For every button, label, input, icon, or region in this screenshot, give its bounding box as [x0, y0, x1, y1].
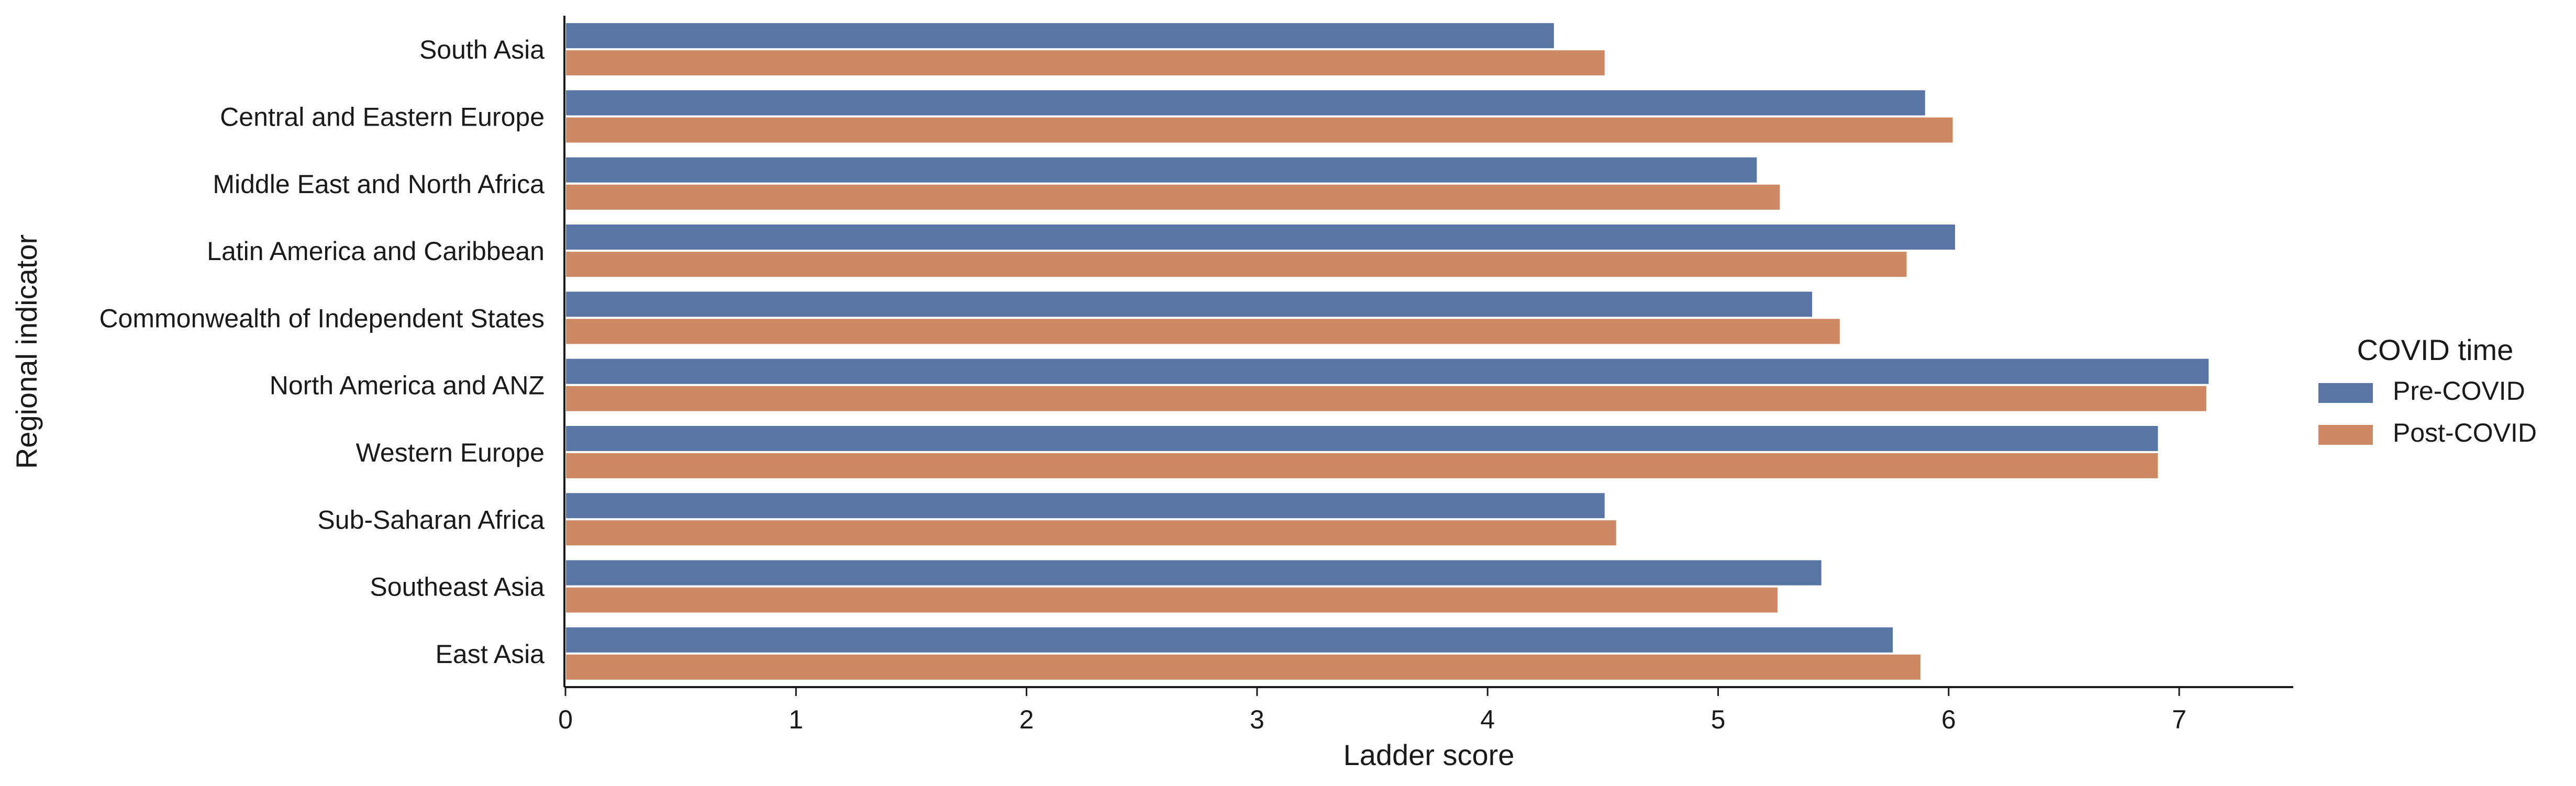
bar-pre-covid [565, 424, 2159, 452]
x-tick-label: 3 [1250, 705, 1264, 734]
legend-swatch-post-covid [2318, 425, 2373, 445]
bar-pre-covid [565, 22, 1555, 50]
bar-post-covid [565, 183, 1781, 211]
bar-pre-covid [565, 626, 1894, 654]
y-tick-label: South Asia [419, 35, 545, 64]
y-tick-label: Middle East and North Africa [213, 170, 545, 199]
y-tick-label: Latin America and Caribbean [207, 237, 545, 266]
bar-post-covid [565, 519, 1617, 547]
bar-pre-covid [565, 559, 1823, 587]
x-tick-label: 2 [1019, 705, 1034, 734]
bar-pre-covid [565, 89, 1926, 117]
y-tick-label: Commonwealth of Independent States [99, 304, 545, 333]
x-tick-label: 7 [2172, 705, 2186, 734]
x-tick-label: 0 [558, 705, 573, 734]
y-tick-label: North America and ANZ [270, 371, 545, 400]
bar-post-covid [565, 452, 2159, 479]
bar-post-covid [565, 653, 1922, 681]
legend-title: COVID time [2357, 333, 2514, 366]
x-tick-label: 4 [1480, 705, 1495, 734]
legend-label-post-covid: Post-COVID [2393, 418, 2537, 447]
bar-post-covid [565, 251, 1908, 278]
bar-pre-covid [565, 223, 1957, 251]
legend-label-pre-covid: Pre-COVID [2393, 376, 2525, 406]
y-tick-label: Sub-Saharan Africa [317, 505, 545, 534]
bar-post-covid [565, 385, 2207, 412]
bar-post-covid [565, 116, 1954, 144]
y-tick-label: East Asia [436, 639, 545, 669]
legend: COVID time Pre-COVID Post-COVID [2318, 333, 2537, 447]
x-tick-label: 1 [789, 705, 803, 734]
bars-layer [565, 22, 2210, 681]
x-tick-label: 5 [1711, 705, 1726, 734]
bar-pre-covid [565, 290, 1814, 318]
y-axis-label: Regional indicator [10, 234, 43, 469]
x-tick-marks: 0 1 2 3 4 5 6 7 [558, 687, 2186, 734]
bar-post-covid [565, 586, 1779, 614]
bar-pre-covid [565, 357, 2210, 385]
x-tick-label: 6 [1941, 705, 1956, 734]
y-tick-label: Southeast Asia [370, 572, 545, 602]
x-axis-label: Ladder score [1343, 738, 1515, 771]
bar-pre-covid [565, 492, 1606, 520]
bar-pre-covid [565, 156, 1758, 184]
y-category-labels: South Asia Central and Eastern Europe Midd… [99, 35, 545, 669]
y-tick-label: Western Europe [356, 438, 545, 467]
bar-post-covid [565, 318, 1841, 345]
y-tick-label: Central and Eastern Europe [220, 102, 545, 131]
legend-swatch-pre-covid [2318, 383, 2373, 403]
bar-post-covid [565, 49, 1606, 77]
